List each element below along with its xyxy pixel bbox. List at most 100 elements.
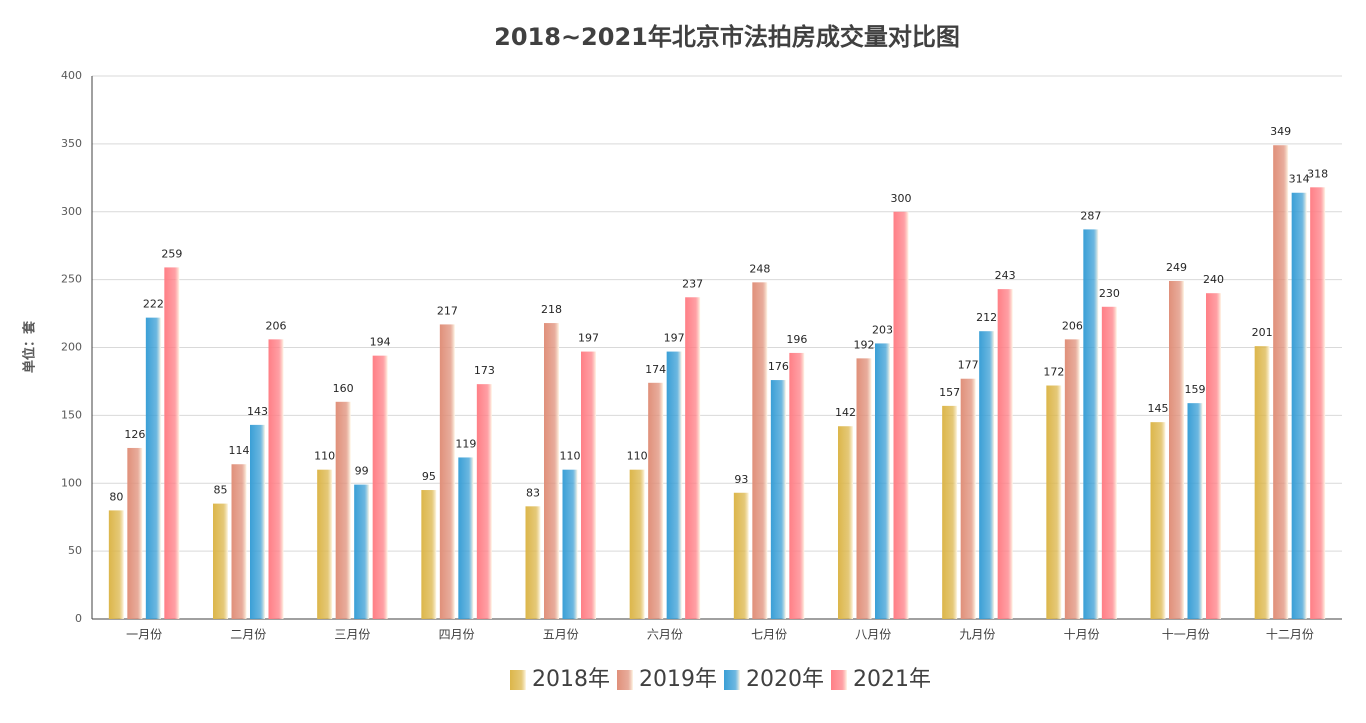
- data-label: 248: [749, 262, 770, 275]
- bar: [838, 426, 853, 619]
- bar: [108, 510, 124, 619]
- bar: [164, 267, 180, 619]
- data-label: 217: [437, 304, 458, 317]
- data-label: 177: [958, 359, 979, 372]
- x-tick-label: 十月份: [1064, 628, 1100, 642]
- bar: [893, 211, 909, 619]
- y-axis-label: 单位：套: [22, 320, 38, 373]
- bar: [268, 339, 284, 619]
- x-tick-label: 九月份: [959, 628, 995, 642]
- data-label: 249: [1166, 261, 1187, 274]
- data-label: 197: [578, 332, 599, 345]
- x-tick-label: 六月份: [647, 628, 683, 642]
- bar: [213, 503, 228, 619]
- bar: [1101, 306, 1117, 619]
- bar: [354, 484, 370, 619]
- x-tick-label: 十二月份: [1266, 628, 1314, 642]
- data-label: 110: [314, 450, 335, 463]
- bar: [421, 490, 437, 619]
- data-label: 145: [1148, 402, 1169, 415]
- data-label: 142: [835, 406, 856, 419]
- data-label: 114: [229, 444, 250, 457]
- bar: [770, 380, 786, 619]
- y-tick-label: 100: [61, 476, 82, 489]
- bar: [581, 351, 596, 619]
- x-tick-label: 二月份: [230, 628, 266, 642]
- y-tick-label: 0: [75, 612, 82, 625]
- bar: [1083, 229, 1099, 619]
- data-label: 110: [560, 450, 581, 463]
- x-tick-label: 十一月份: [1162, 628, 1210, 642]
- data-label: 212: [976, 311, 997, 324]
- bar: [875, 343, 890, 619]
- bar: [525, 506, 541, 619]
- x-tick-label: 一月份: [126, 628, 162, 642]
- data-label: 99: [355, 465, 369, 478]
- x-tick-label: 三月份: [334, 628, 370, 642]
- bar: [1064, 339, 1080, 619]
- data-label: 300: [891, 192, 912, 205]
- bar: [1187, 403, 1203, 619]
- data-label: 196: [786, 333, 807, 346]
- data-label: 201: [1252, 326, 1273, 339]
- bar: [733, 492, 749, 619]
- bar: [979, 331, 995, 619]
- bar: [752, 282, 768, 619]
- data-label: 206: [266, 319, 287, 332]
- bar: [250, 424, 265, 619]
- bar: [335, 401, 351, 619]
- bar: [476, 384, 492, 619]
- data-label: 318: [1307, 167, 1328, 180]
- bar: [127, 447, 143, 619]
- data-label: 259: [161, 247, 182, 260]
- bar: [439, 324, 455, 619]
- legend-swatch: [831, 670, 847, 690]
- data-label: 173: [474, 364, 495, 377]
- data-label: 237: [682, 277, 703, 290]
- legend-swatch: [510, 670, 526, 690]
- bar: [1273, 145, 1289, 620]
- bar: [1291, 192, 1307, 619]
- data-label: 240: [1203, 273, 1224, 286]
- legend-swatch: [724, 670, 740, 690]
- bar: [458, 457, 474, 619]
- y-tick-label: 200: [61, 341, 82, 354]
- y-tick-label: 50: [68, 544, 82, 557]
- legend-swatch: [617, 670, 633, 690]
- data-label: 194: [370, 336, 391, 349]
- data-label: 160: [333, 382, 354, 395]
- bar: [544, 323, 559, 619]
- bar: [1150, 422, 1166, 619]
- bar: [960, 378, 976, 619]
- x-tick-label: 八月份: [855, 628, 891, 642]
- legend-label: 2020年: [746, 667, 824, 692]
- data-label: 126: [124, 428, 145, 441]
- bar: [856, 358, 872, 619]
- data-label: 222: [143, 298, 164, 311]
- data-label: 349: [1270, 125, 1291, 138]
- bar: [372, 355, 388, 619]
- bar: [685, 297, 701, 619]
- data-label: 203: [872, 323, 893, 336]
- data-label: 159: [1185, 383, 1206, 396]
- data-label: 93: [734, 473, 748, 486]
- legend-label: 2018年: [532, 667, 610, 692]
- bar: [145, 317, 161, 619]
- bar: [1206, 293, 1221, 619]
- data-label: 192: [854, 338, 875, 351]
- data-label: 243: [995, 269, 1016, 282]
- x-tick-label: 七月份: [751, 628, 787, 642]
- data-label: 157: [939, 386, 960, 399]
- y-tick-label: 150: [61, 408, 82, 421]
- data-label: 174: [645, 363, 666, 376]
- y-tick-label: 250: [61, 273, 82, 286]
- legend-label: 2019年: [639, 667, 717, 692]
- bar: [562, 469, 578, 619]
- bar: [1169, 280, 1184, 619]
- data-label: 176: [768, 360, 789, 373]
- y-tick-label: 400: [61, 69, 82, 82]
- bar: [1310, 187, 1326, 619]
- bar: [231, 464, 247, 619]
- x-tick-label: 四月份: [439, 628, 475, 642]
- data-label: 85: [214, 484, 228, 497]
